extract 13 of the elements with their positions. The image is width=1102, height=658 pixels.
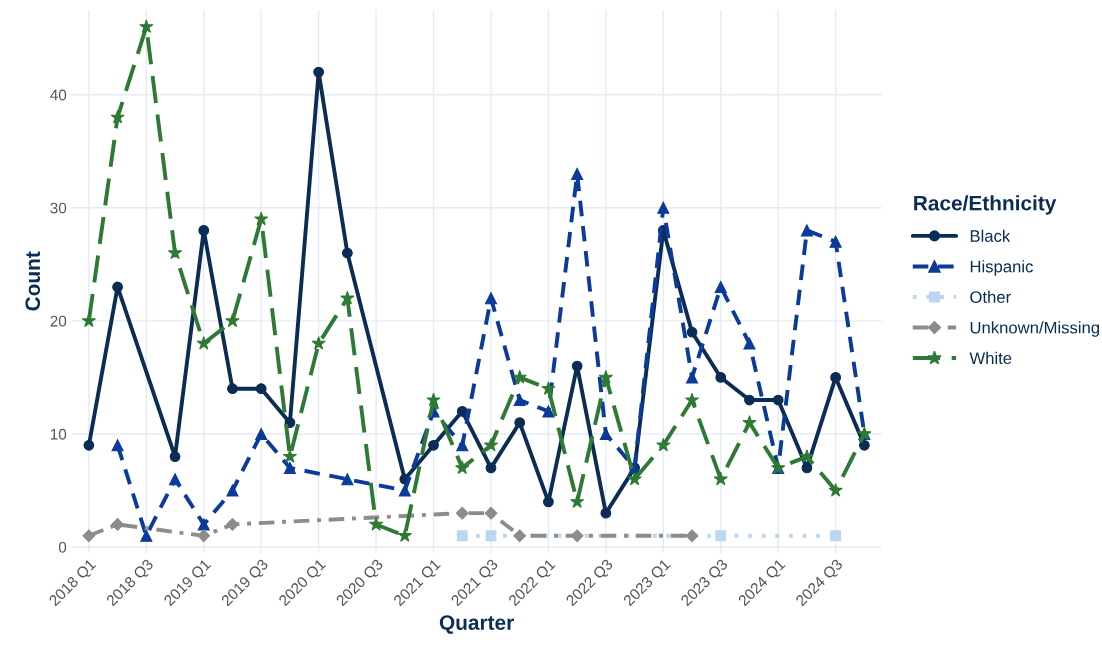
y-tick-label: 10 [50, 428, 67, 440]
legend-label: Unknown/Missing [970, 321, 1099, 337]
legend-label: Hispanic [970, 260, 1033, 276]
legend-label: Black [970, 229, 1011, 242]
x-axis-title: Quarter [439, 615, 514, 634]
legend-title: Race/Ethnicity [914, 195, 1057, 215]
legend-label: White [969, 351, 1012, 365]
legend-label: Other [970, 290, 1011, 303]
y-tick-label: 0 [58, 541, 67, 553]
y-tick-label: 40 [50, 89, 67, 101]
y-tick-label: 20 [50, 315, 67, 327]
y-tick-label: 30 [50, 202, 67, 214]
y-axis-title: Count [25, 251, 41, 311]
